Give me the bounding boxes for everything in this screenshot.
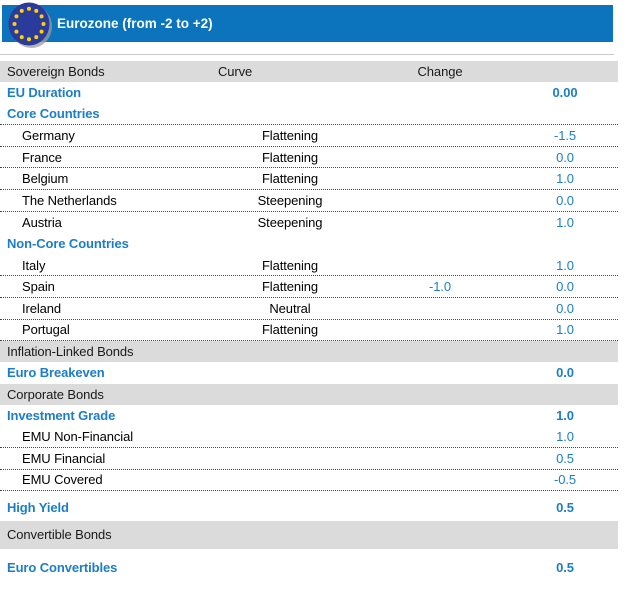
section-title: Corporate Bonds xyxy=(7,386,104,402)
score-value: 0.00 xyxy=(552,85,578,101)
row-label: The Netherlands xyxy=(22,192,117,208)
top-divider xyxy=(0,54,614,55)
score-value: 1.0 xyxy=(556,171,574,187)
row-label: Portugal xyxy=(22,322,70,338)
table-row: Ireland Neutral 0.0 xyxy=(0,298,618,320)
table-row: The Netherlands Steepening 0.0 xyxy=(0,190,618,212)
section-band-row: Corporate Bonds xyxy=(0,383,618,405)
row-label: Italy xyxy=(22,257,46,273)
group-row: Investment Grade 1.0 xyxy=(0,405,618,427)
score-value: -1.5 xyxy=(553,127,576,143)
score-value: 0.0 xyxy=(556,300,574,316)
section-band-row: Inflation-Linked Bonds xyxy=(0,341,618,363)
curve-value: Steepening xyxy=(257,192,323,208)
table-row: EMU Covered -0.5 xyxy=(0,470,618,492)
row-label: Belgium xyxy=(22,171,69,187)
section-title: Inflation-Linked Bonds xyxy=(7,344,134,360)
table-row: Belgium Flattening 1.0 xyxy=(0,168,618,190)
curve-value: Neutral xyxy=(269,300,311,316)
table-row: Germany Flattening -1.5 xyxy=(0,125,618,147)
curve-value: Flattening xyxy=(261,127,319,143)
column-header-name: Sovereign Bonds xyxy=(7,64,105,79)
group-row: Euro Breakeven 0.0 xyxy=(0,362,618,384)
row-label: Spain xyxy=(22,279,55,295)
curve-value: Flattening xyxy=(261,257,319,273)
score-value: 1.0 xyxy=(556,429,574,445)
table-row: Spain Flattening -1.0 0.0 xyxy=(0,276,618,298)
score-value: 1.0 xyxy=(556,408,574,424)
row-label: Austria xyxy=(22,214,62,230)
row-label: EMU Financial xyxy=(22,450,106,466)
section-band-row: Convertible Bonds xyxy=(0,520,618,549)
table-row: EMU Non-Financial 1.0 xyxy=(0,426,618,448)
section-title: Convertible Bonds xyxy=(7,527,112,543)
table-row: France Flattening 0.0 xyxy=(0,147,618,169)
group-row: Euro Convertibles 0.5 xyxy=(0,557,618,579)
spacer-row xyxy=(0,549,618,557)
group-label: Investment Grade xyxy=(7,408,116,424)
column-header-row: Sovereign Bonds Curve Change xyxy=(0,61,618,82)
column-header-change: Change xyxy=(417,64,463,79)
score-value: -0.5 xyxy=(553,472,576,488)
score-value: 1.0 xyxy=(556,322,574,338)
banner: Eurozone (from -2 to +2) xyxy=(2,2,613,48)
score-value: 0.0 xyxy=(556,149,574,165)
column-header-curve: Curve xyxy=(218,64,253,79)
change-value: -1.0 xyxy=(428,279,451,295)
group-row: High Yield 0.5 xyxy=(0,497,618,519)
group-row: Non-Core Countries xyxy=(0,233,618,255)
group-label: EU Duration xyxy=(7,85,82,101)
table-row: Italy Flattening 1.0 xyxy=(0,255,618,277)
group-label: Non-Core Countries xyxy=(7,236,129,252)
group-label: Euro Breakeven xyxy=(7,365,105,381)
table-row: Austria Steepening 1.0 xyxy=(0,212,618,234)
row-label: Ireland xyxy=(22,300,62,316)
group-label: High Yield xyxy=(7,500,69,516)
curve-value: Flattening xyxy=(261,279,319,295)
score-value: 1.0 xyxy=(556,257,574,273)
curve-value: Steepening xyxy=(257,214,323,230)
curve-value: Flattening xyxy=(261,171,319,187)
score-value: 0.5 xyxy=(556,500,574,516)
row-label: EMU Non-Financial xyxy=(22,429,134,445)
banner-title: Eurozone (from -2 to +2) xyxy=(57,16,213,31)
table-row: Portugal Flattening 1.0 xyxy=(0,320,618,342)
curve-value: Flattening xyxy=(261,149,319,165)
row-label: France xyxy=(22,149,62,165)
score-value: 1.0 xyxy=(556,214,574,230)
group-row: Core Countries xyxy=(0,104,618,126)
eu-flag-icon xyxy=(8,2,52,48)
score-value: 0.5 xyxy=(556,559,574,575)
score-value: 0.0 xyxy=(556,279,574,295)
row-label: Germany xyxy=(22,127,75,143)
group-label: Euro Convertibles xyxy=(7,559,118,575)
score-value: 0.5 xyxy=(556,450,574,466)
curve-value: Flattening xyxy=(261,322,319,338)
score-value: 0.0 xyxy=(556,365,574,381)
group-row: EU Duration 0.00 xyxy=(0,82,618,104)
score-value: 0.0 xyxy=(556,192,574,208)
row-label: EMU Covered xyxy=(22,472,103,488)
table-row: EMU Financial 0.5 xyxy=(0,448,618,470)
allocation-table: Sovereign Bonds Curve Change EU Duration 0.0… xyxy=(0,61,618,578)
group-label: Core Countries xyxy=(7,106,100,122)
